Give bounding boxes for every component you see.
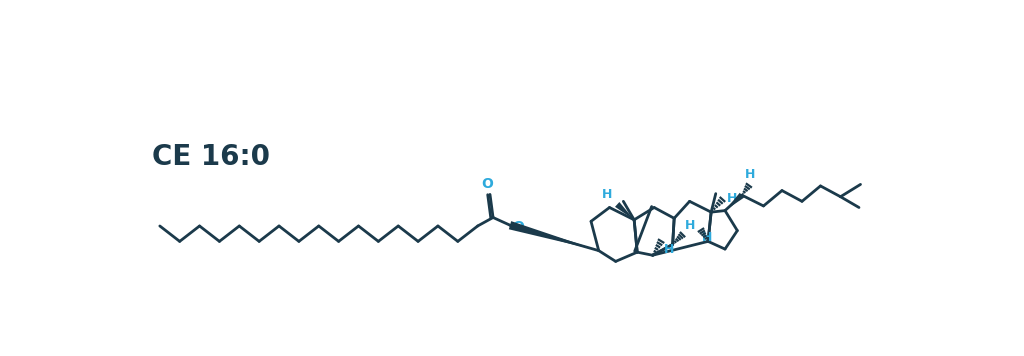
Text: H: H bbox=[664, 243, 674, 256]
Text: H: H bbox=[602, 188, 612, 201]
Text: H: H bbox=[701, 231, 713, 244]
Text: O: O bbox=[512, 220, 524, 234]
Polygon shape bbox=[509, 221, 599, 251]
Text: CE 16:0: CE 16:0 bbox=[153, 143, 270, 171]
Polygon shape bbox=[615, 202, 634, 220]
Text: H: H bbox=[727, 192, 737, 205]
Text: O: O bbox=[481, 177, 493, 190]
Text: H: H bbox=[685, 219, 695, 232]
Text: H: H bbox=[744, 168, 755, 181]
Polygon shape bbox=[725, 193, 744, 211]
